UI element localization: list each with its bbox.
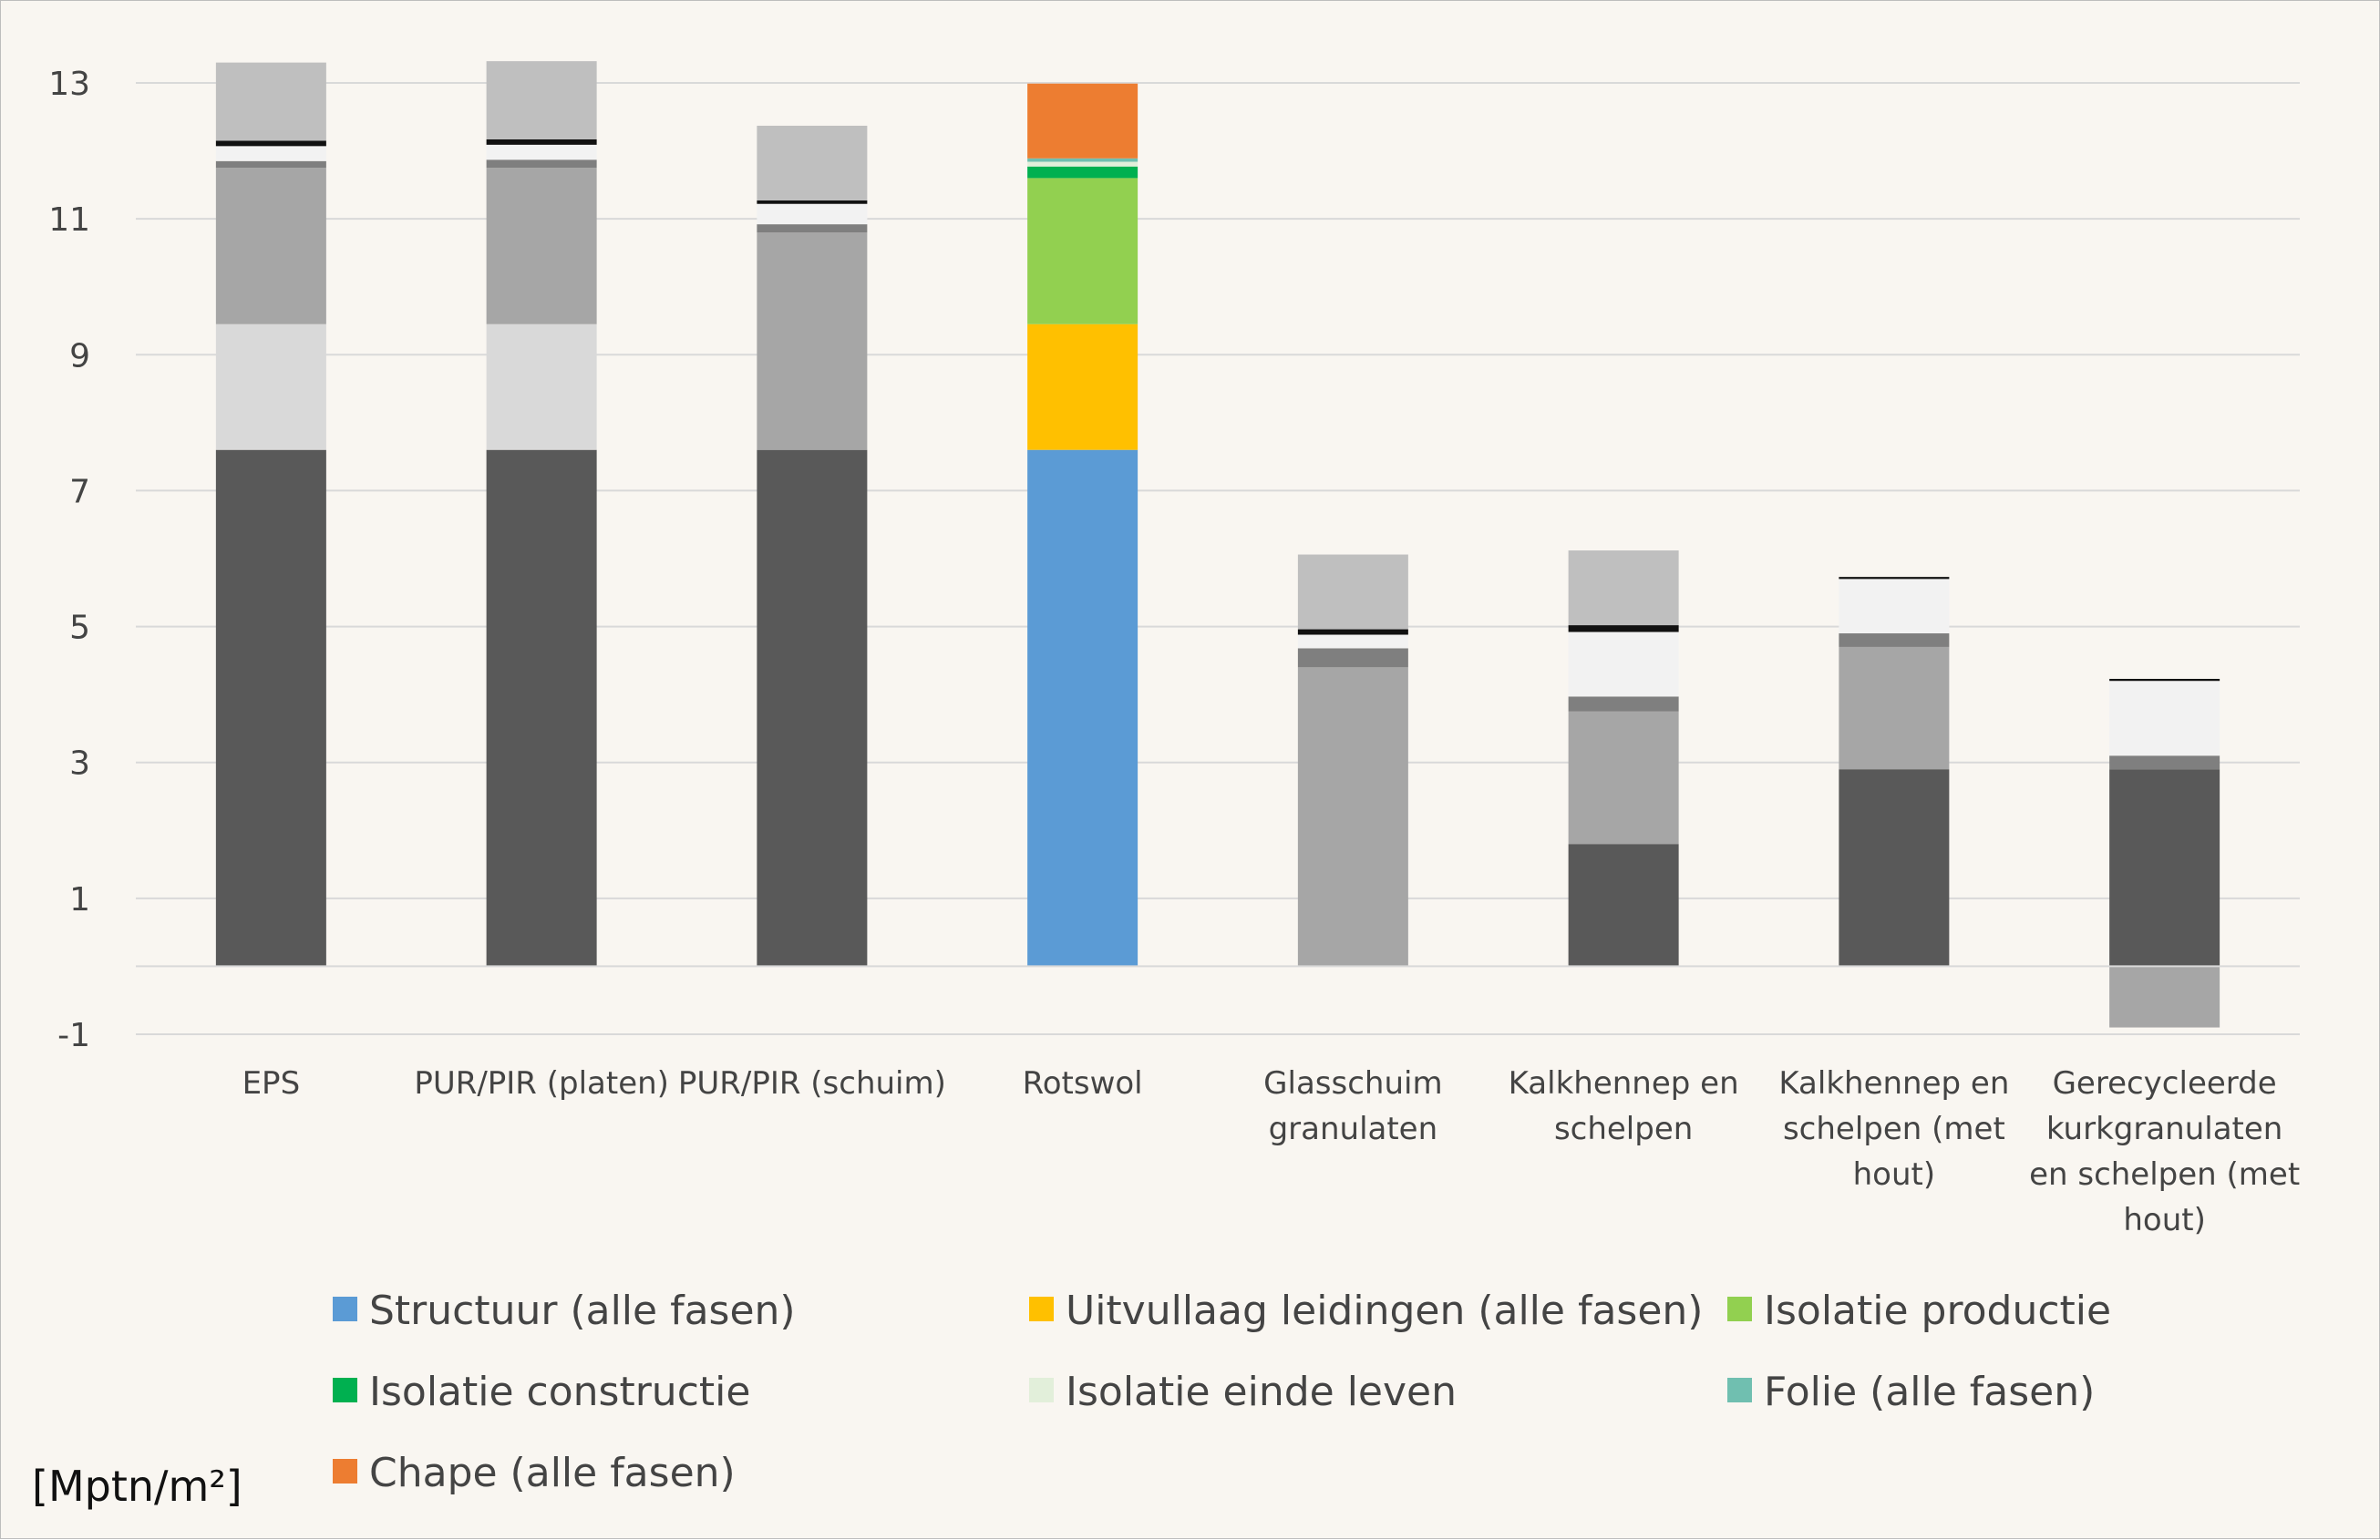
- x-category-label: EPS: [242, 1065, 301, 1102]
- x-category-label: Glasschuim granulaten: [1263, 1065, 1442, 1147]
- bar-segment: [486, 323, 597, 450]
- x-category-label: PUR/PIR (schuim): [678, 1065, 946, 1102]
- x-category-label: Kalkhennep en schelpen: [1509, 1065, 1739, 1147]
- legend-label: Isolatie constructie: [369, 1369, 750, 1415]
- bar-segment: [1027, 449, 1138, 967]
- legend-swatch: [333, 1378, 357, 1402]
- bar-segment: [1297, 667, 1408, 967]
- legend-item: Uitvullaag leidingen (alle fasen): [1029, 1288, 1703, 1334]
- legend-item: Folie (alle fasen): [1727, 1369, 2095, 1415]
- y-tick-label: -1: [57, 1017, 90, 1054]
- y-unit-label: [Mptn/m²]: [32, 1462, 242, 1511]
- bar-segment: [1297, 634, 1408, 649]
- bar-segment: [1027, 83, 1138, 159]
- bar-segment: [1027, 158, 1138, 162]
- bar-segment: [215, 168, 326, 324]
- bar-segment: [757, 203, 868, 225]
- bar-segment: [1568, 625, 1679, 632]
- bar-segment: [1568, 711, 1679, 845]
- gridlines: [136, 82, 2300, 1035]
- bar-segment: [1839, 769, 1950, 967]
- bar-segment: [2109, 678, 2220, 682]
- x-category-label: PUR/PIR (platen): [414, 1065, 669, 1102]
- bar-segment: [1568, 844, 1679, 967]
- bar-segment: [1027, 178, 1138, 324]
- bar-segment: [1839, 577, 1950, 580]
- bar-segment: [1568, 696, 1679, 712]
- bar-segment: [2109, 681, 2220, 756]
- y-tick-label: 9: [69, 337, 90, 375]
- bar-segment: [215, 160, 326, 169]
- bar-segment: [215, 323, 326, 450]
- bar-segment: [486, 139, 597, 145]
- bar-segment: [2109, 769, 2220, 967]
- bar-segment: [1027, 166, 1138, 179]
- bar-segment: [486, 449, 597, 967]
- bar-segment: [1839, 633, 1950, 647]
- bar-segment: [757, 125, 868, 201]
- bar-segment: [486, 159, 597, 169]
- legend-label: Structuur (alle fasen): [369, 1288, 796, 1334]
- legend-label: Folie (alle fasen): [1764, 1369, 2095, 1415]
- bar-segment: [215, 62, 326, 141]
- bar-segment: [486, 61, 597, 139]
- y-tick-label: 5: [69, 610, 90, 647]
- legend: Structuur (alle fasen) Uitvullaag leiding…: [333, 1288, 2111, 1496]
- legend-label: Chape (alle fasen): [369, 1450, 736, 1496]
- bar-segment: [1027, 323, 1138, 450]
- legend-swatch: [1029, 1378, 1054, 1402]
- bar-segment: [1839, 579, 1950, 634]
- legend-label: Uitvullaag leidingen (alle fasen): [1066, 1288, 1703, 1334]
- x-category-label: Gerecycleerde kurkgranulaten en schelpen (…: [2029, 1065, 2300, 1238]
- legend-swatch: [1029, 1297, 1054, 1321]
- legend-item: Isolatie productie: [1727, 1288, 2111, 1334]
- x-category-label: Rotswol: [1023, 1065, 1143, 1102]
- legend-swatch: [1727, 1297, 1752, 1321]
- legend-swatch: [333, 1297, 357, 1321]
- bar-segment: [215, 146, 326, 161]
- x-category-label: Kalkhennep en schelpen (met hout): [1778, 1065, 2009, 1193]
- bar-segment: [1297, 629, 1408, 635]
- legend-label: Isolatie productie: [1764, 1288, 2111, 1334]
- bar-segment: [757, 200, 868, 204]
- bar-segment: [486, 144, 597, 160]
- y-tick-label: 1: [69, 881, 90, 919]
- bar-segment: [215, 449, 326, 967]
- bar-segment: [757, 449, 868, 967]
- bar-segment: [757, 232, 868, 450]
- legend-item: Chape (alle fasen): [333, 1450, 736, 1496]
- bar-segment: [1297, 648, 1408, 668]
- legend-item: Isolatie einde leven: [1029, 1369, 1457, 1415]
- y-tick-label: 7: [69, 473, 90, 510]
- y-tick-label: 13: [48, 66, 90, 103]
- bar-segment: [1027, 161, 1138, 167]
- bars: [215, 61, 2220, 1028]
- y-tick-label: 3: [69, 745, 90, 783]
- bar-segment: [2109, 966, 2220, 1028]
- y-tick-label: 11: [48, 201, 90, 239]
- bar-segment: [1568, 631, 1679, 697]
- bar-segment: [1297, 554, 1408, 630]
- legend-label: Isolatie einde leven: [1066, 1369, 1457, 1415]
- bar-segment: [2109, 755, 2220, 770]
- legend-swatch: [333, 1459, 357, 1484]
- legend-item: Isolatie constructie: [333, 1369, 750, 1415]
- legend-item: Structuur (alle fasen): [333, 1288, 796, 1334]
- bar-segment: [1568, 550, 1679, 626]
- bar-segment: [1839, 646, 1950, 770]
- bar-segment: [215, 140, 326, 147]
- legend-swatch: [1727, 1378, 1752, 1402]
- bar-segment: [486, 168, 597, 324]
- bar-segment: [757, 224, 868, 233]
